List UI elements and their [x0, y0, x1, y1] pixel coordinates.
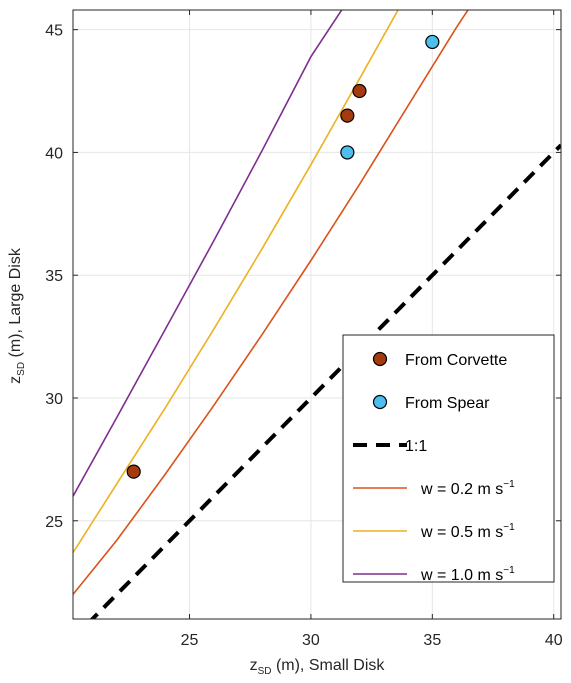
- axis-tick-labels: 25 30 35 40 25 30 35 40 45: [45, 23, 563, 649]
- series-points: [126, 34, 440, 479]
- legend-label-2: 1:1: [405, 438, 427, 455]
- grid-lines: [73, 10, 561, 619]
- series-line-5: [73, 10, 343, 497]
- y-tick-label: 30: [45, 391, 63, 408]
- axis-ticks: [73, 10, 561, 619]
- series-lines: [73, 10, 561, 619]
- series-point-1-0: [340, 145, 355, 160]
- x-tick-label: 25: [181, 632, 199, 649]
- series-point-0-2: [352, 83, 367, 99]
- legend-label-0: From Corvette: [405, 352, 507, 369]
- y-tick-label: 25: [45, 514, 63, 531]
- y-tick-label: 45: [45, 23, 63, 40]
- series-line-2: [89, 143, 561, 619]
- series-point-0-1: [340, 108, 355, 123]
- y-tick-label: 40: [45, 145, 63, 162]
- plot-area-frame: [72, 9, 562, 620]
- legend: From Corvette From Spear 1:1 w = 0.2 m s−1 w…: [342, 334, 555, 584]
- x-tick-label: 40: [545, 632, 563, 649]
- series-line-3: [73, 10, 469, 595]
- series-point-0-0: [126, 464, 141, 479]
- x-tick-label: 30: [302, 632, 320, 649]
- series-line-4: [73, 10, 399, 554]
- x-tick-label: 35: [423, 632, 441, 649]
- x-axis-label: zSD (m), Small Disk: [250, 657, 386, 677]
- legend-label-4: w = 0.5 m s−1: [420, 522, 515, 541]
- legend-marker-1: [372, 394, 388, 410]
- y-tick-label: 35: [45, 268, 63, 285]
- series-point-1-1: [425, 34, 440, 50]
- y-axis-label: zSD (m), Large Disk: [7, 247, 27, 384]
- legend-label-3: w = 0.2 m s−1: [420, 479, 515, 498]
- legend-label-5: w = 1.0 m s−1: [420, 565, 515, 584]
- legend-marker-0: [372, 351, 388, 367]
- legend-label-1: From Spear: [405, 395, 490, 412]
- legend-box: [342, 334, 555, 583]
